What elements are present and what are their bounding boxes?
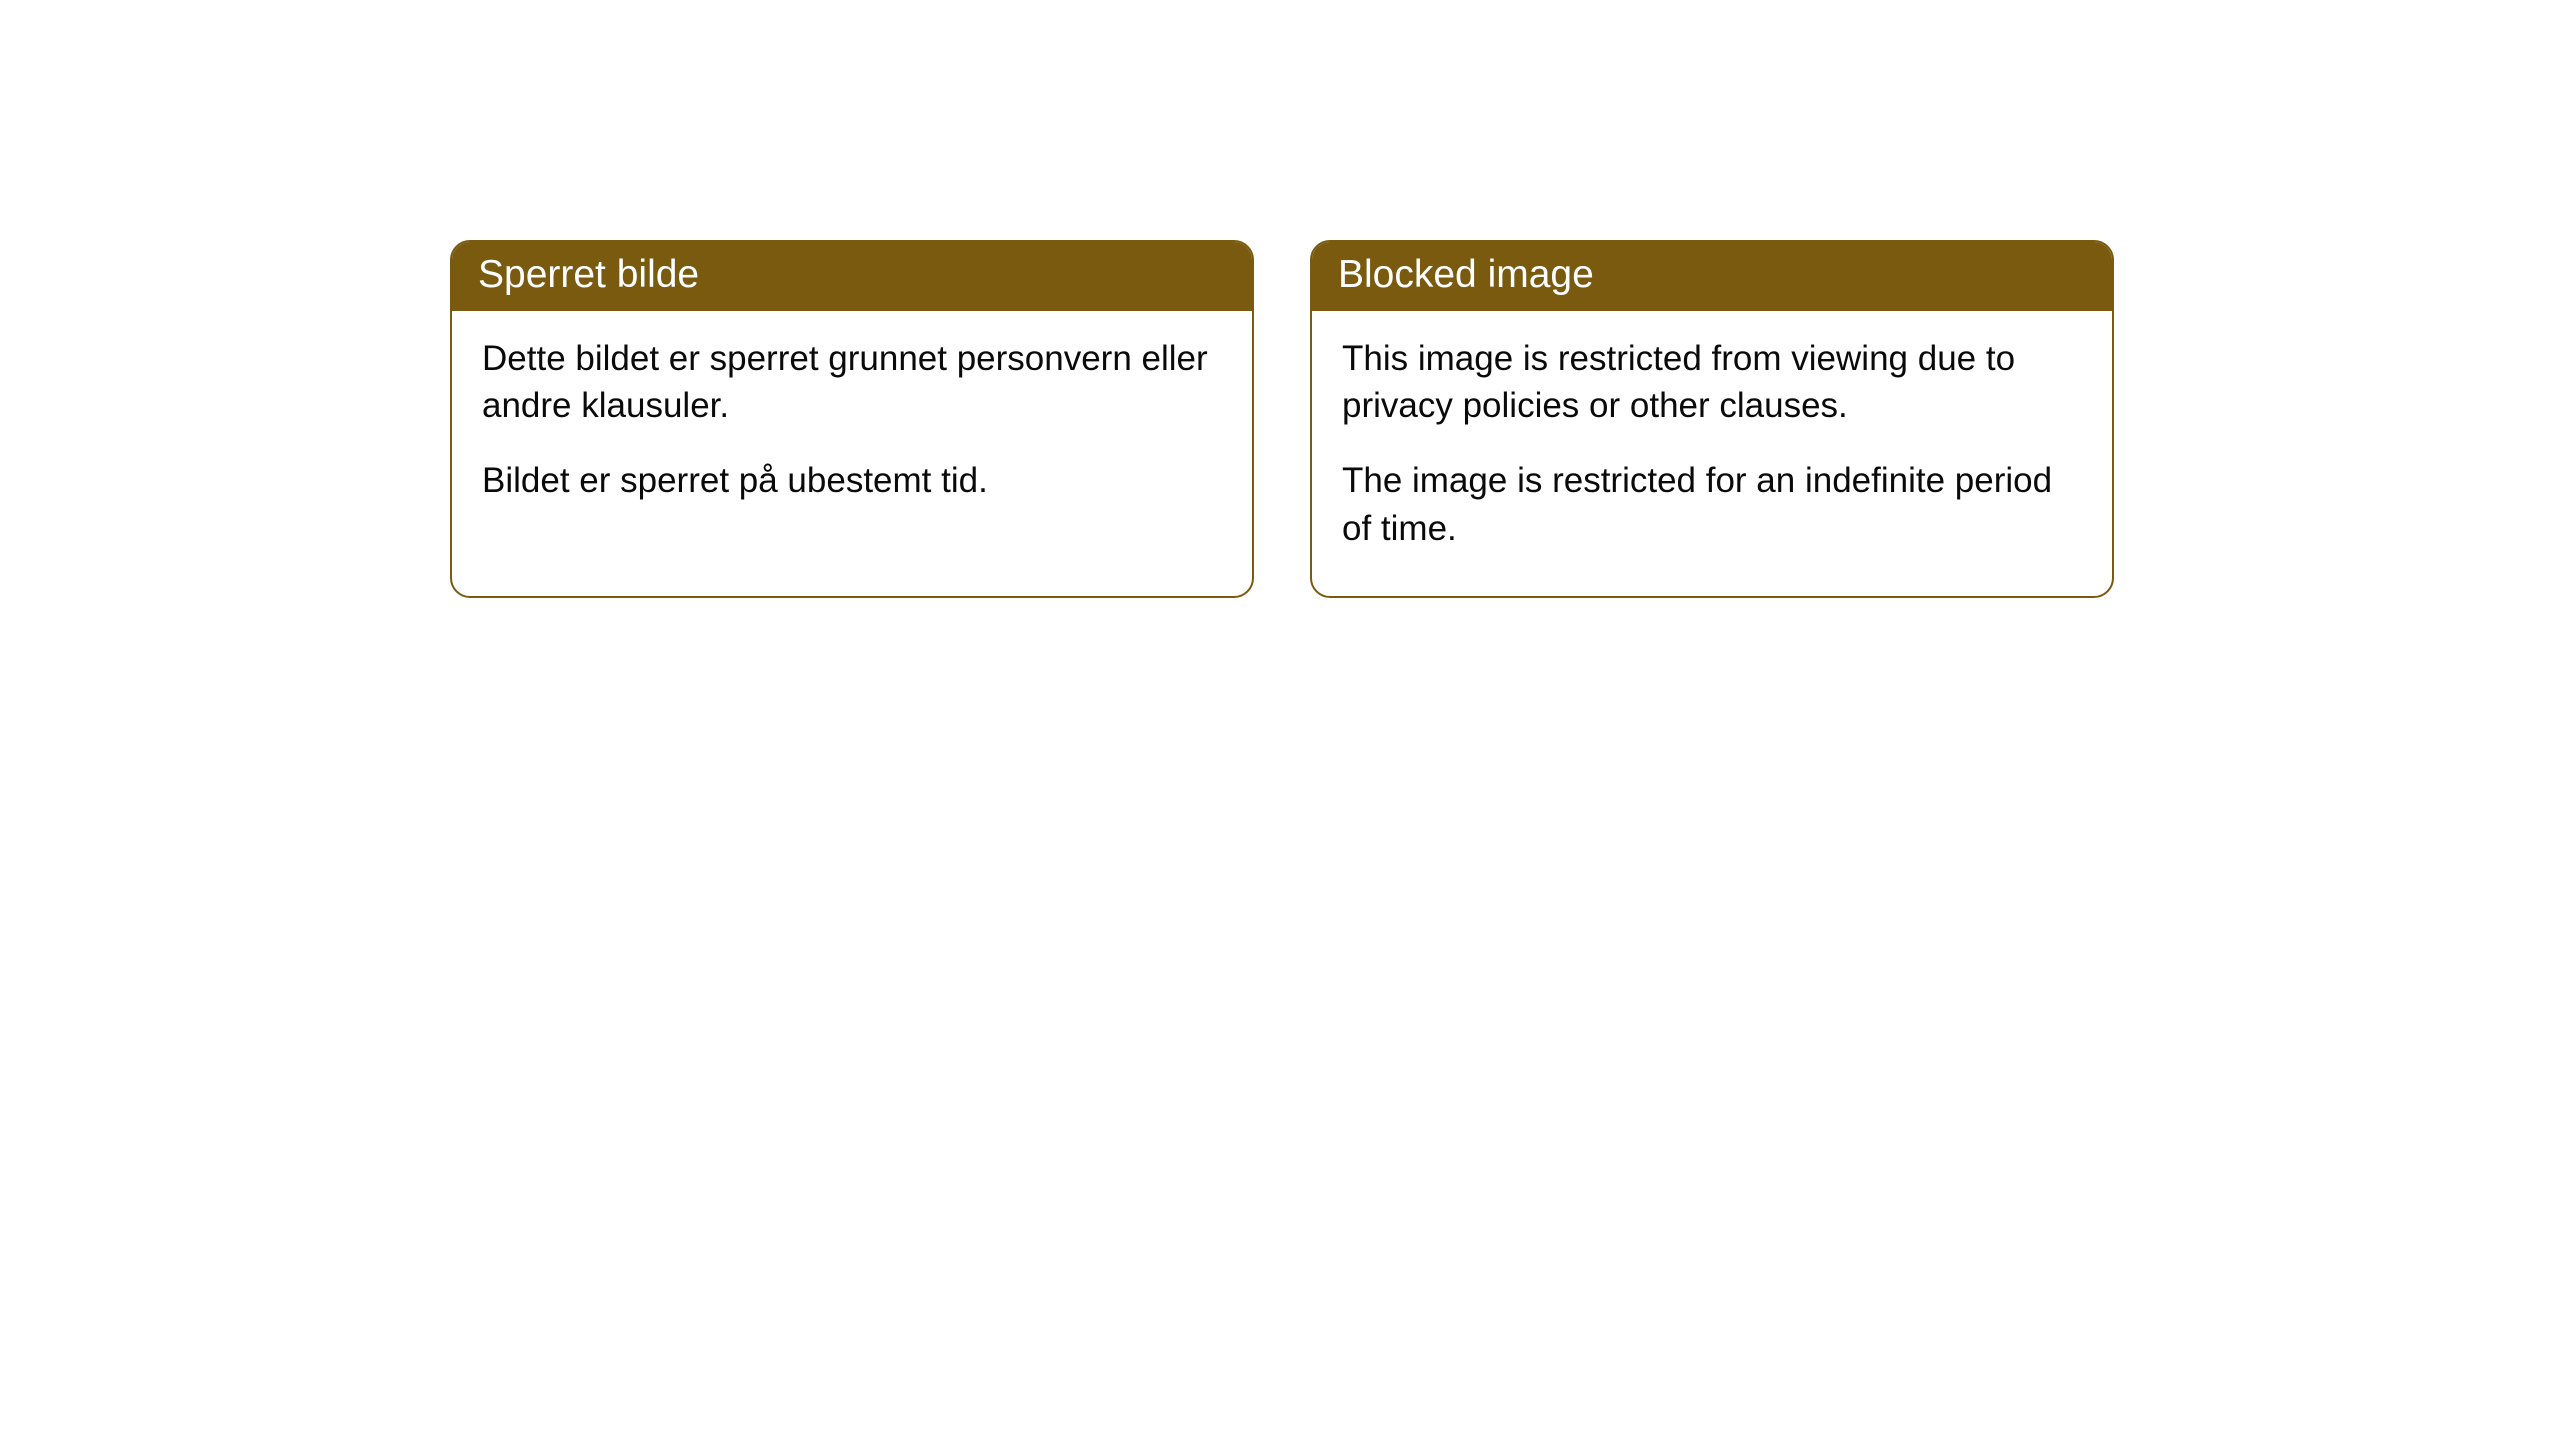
- card-body: This image is restricted from viewing du…: [1312, 311, 2112, 596]
- blocked-image-card-no: Sperret bilde Dette bildet er sperret gr…: [450, 240, 1254, 598]
- card-paragraph: The image is restricted for an indefinit…: [1342, 457, 2082, 552]
- card-paragraph: Dette bildet er sperret grunnet personve…: [482, 335, 1222, 430]
- blocked-image-card-en: Blocked image This image is restricted f…: [1310, 240, 2114, 598]
- card-header: Blocked image: [1312, 242, 2112, 311]
- card-paragraph: This image is restricted from viewing du…: [1342, 335, 2082, 430]
- card-paragraph: Bildet er sperret på ubestemt tid.: [482, 457, 1222, 504]
- card-body: Dette bildet er sperret grunnet personve…: [452, 311, 1252, 549]
- card-header: Sperret bilde: [452, 242, 1252, 311]
- notice-container: Sperret bilde Dette bildet er sperret gr…: [450, 240, 2114, 598]
